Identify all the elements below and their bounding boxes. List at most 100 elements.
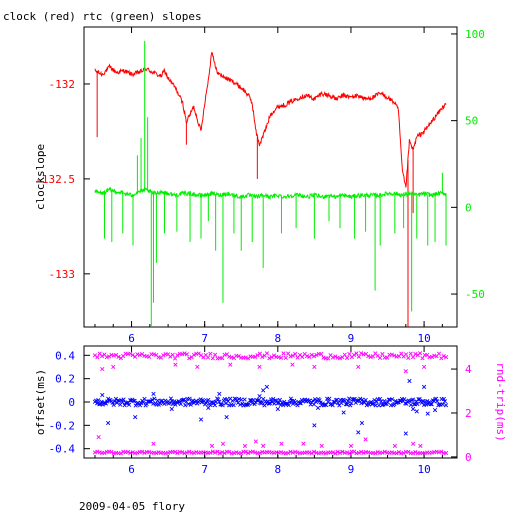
roundtrip-upper-marker <box>288 354 293 359</box>
offset-outlier-marker <box>425 411 430 416</box>
roundtrip-lower-marker <box>340 449 345 454</box>
bottom-y2-axis-label: rnd-trip(ms) <box>494 362 507 441</box>
roundtrip-upper-marker <box>330 355 336 360</box>
offset-marker <box>104 399 110 404</box>
top-x-tick-label: 7 <box>201 332 208 345</box>
offset-marker <box>177 399 182 405</box>
roundtrip-lower-marker <box>333 451 338 456</box>
offset-marker <box>137 403 143 408</box>
roundtrip-upper-marker <box>182 351 187 356</box>
red-series-line <box>94 52 447 188</box>
roundtrip-outlier-marker <box>151 441 156 446</box>
roundtrip-lower-marker <box>337 450 343 456</box>
roundtrip-lower-marker <box>290 450 296 455</box>
offset-marker <box>246 401 252 406</box>
roundtrip-upper-marker <box>170 352 175 357</box>
offset-marker <box>317 398 322 403</box>
offset-marker <box>342 398 347 403</box>
offset-marker <box>425 398 430 404</box>
offset-marker <box>310 398 315 403</box>
offset-marker <box>204 400 209 406</box>
roundtrip-outlier-marker <box>253 439 258 444</box>
roundtrip-lower-marker <box>316 451 321 456</box>
roundtrip-upper-marker <box>95 355 100 360</box>
offset-marker <box>435 399 440 404</box>
offset-marker <box>120 399 125 405</box>
roundtrip-lower-marker <box>234 450 239 455</box>
offset-marker <box>407 399 412 404</box>
roundtrip-lower-marker <box>307 450 312 455</box>
roundtrip-lower-marker <box>175 450 180 456</box>
roundtrip-upper-marker <box>267 356 272 361</box>
offset-marker <box>96 398 101 403</box>
roundtrip-lower-marker <box>286 451 291 456</box>
offset-marker <box>267 401 273 406</box>
roundtrip-outlier-marker <box>261 443 266 449</box>
offset-marker <box>408 402 413 408</box>
offset-outlier-marker <box>275 406 280 412</box>
roundtrip-upper-marker <box>290 353 296 358</box>
roundtrip-upper-marker <box>257 351 263 356</box>
offset-marker <box>377 396 383 401</box>
roundtrip-lower-marker <box>187 449 192 454</box>
roundtrip-outlier-marker <box>209 443 215 449</box>
roundtrip-upper-marker <box>441 354 446 359</box>
bottom-y-tick-label: 0 <box>68 396 75 409</box>
top-x-tick-label: 8 <box>275 332 282 345</box>
roundtrip-upper-marker <box>354 351 359 356</box>
offset-outlier-marker <box>224 415 229 420</box>
top-x-tick-label: 9 <box>348 332 355 345</box>
roundtrip-upper-marker <box>347 351 352 357</box>
roundtrip-outlier-marker <box>392 443 397 449</box>
roundtrip-upper-marker <box>304 353 310 359</box>
roundtrip-lower-marker <box>410 451 416 456</box>
roundtrip-upper-marker <box>300 354 305 360</box>
roundtrip-upper-marker <box>413 351 418 357</box>
roundtrip-lower-marker <box>208 450 213 455</box>
offset-marker <box>370 401 375 407</box>
bottom-y2-tick-label: 0 <box>465 451 472 464</box>
roundtrip-upper-marker <box>255 353 260 358</box>
roundtrip-upper-marker <box>229 355 234 360</box>
roundtrip-outlier-marker <box>242 443 248 449</box>
footer-text: 2009-04-05 flory <box>79 500 185 512</box>
offset-marker <box>402 397 407 402</box>
roundtrip-lower-marker <box>245 450 251 456</box>
offset-outlier-marker <box>151 391 156 396</box>
offset-marker <box>428 401 433 407</box>
offset-marker <box>429 402 434 407</box>
offset-marker <box>271 396 276 402</box>
offset-marker <box>386 397 391 402</box>
roundtrip-upper-marker <box>187 356 192 361</box>
offset-marker <box>112 399 117 404</box>
offset-marker <box>374 399 379 404</box>
top-y2-tick-label: 100 <box>465 28 485 41</box>
offset-marker <box>111 402 116 407</box>
bottom-y-tick-label: 0.2 <box>55 373 75 386</box>
roundtrip-lower-marker <box>220 450 225 455</box>
roundtrip-upper-marker <box>137 352 142 358</box>
offset-marker <box>242 397 247 402</box>
roundtrip-lower-marker <box>311 449 317 454</box>
roundtrip-lower-marker <box>217 451 222 456</box>
offset-marker <box>288 396 293 401</box>
offset-marker <box>142 396 147 402</box>
roundtrip-lower-marker <box>147 449 152 455</box>
roundtrip-lower-marker <box>401 450 406 455</box>
roundtrip-upper-marker <box>269 354 274 360</box>
offset-marker <box>150 397 155 402</box>
offset-marker <box>297 401 302 406</box>
offset-marker <box>389 397 395 402</box>
offset-marker <box>410 397 416 402</box>
roundtrip-lower-marker <box>373 450 378 456</box>
offset-marker <box>378 399 384 404</box>
roundtrip-upper-marker <box>253 354 258 359</box>
roundtrip-lower-marker <box>142 450 147 455</box>
roundtrip-outlier-marker <box>363 437 368 442</box>
offset-marker <box>392 402 397 407</box>
offset-marker <box>188 402 193 407</box>
roundtrip-outlier-marker <box>348 443 354 449</box>
roundtrip-lower-marker <box>222 451 227 456</box>
roundtrip-lower-marker <box>135 450 140 455</box>
bottom-y2-tick-label: 2 <box>465 407 472 420</box>
